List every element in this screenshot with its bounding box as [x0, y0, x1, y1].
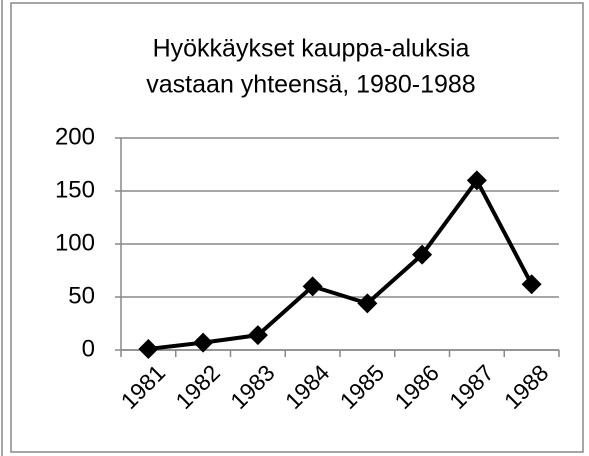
chart-frame: [10, 2, 584, 453]
data-line: [148, 178, 534, 351]
data-marker: [466, 170, 487, 191]
y-tick-label: 0: [82, 335, 95, 362]
data-marker: [247, 325, 268, 346]
data-marker: [302, 276, 323, 297]
data-marker: [412, 244, 433, 265]
y-tick-label: 150: [55, 176, 95, 203]
data-marker: [138, 338, 159, 359]
data-marker: [521, 274, 542, 295]
data-marker: [357, 293, 378, 314]
y-tick-label: 50: [68, 282, 95, 309]
chart-title: vastaan yhteensä, 1980-1988: [146, 71, 475, 99]
y-tick-label: 100: [55, 229, 95, 256]
y-tick-label: 200: [55, 123, 95, 150]
chart-title: Hyökkäykset kauppa-aluksia: [153, 35, 470, 63]
data-marker: [193, 332, 214, 353]
